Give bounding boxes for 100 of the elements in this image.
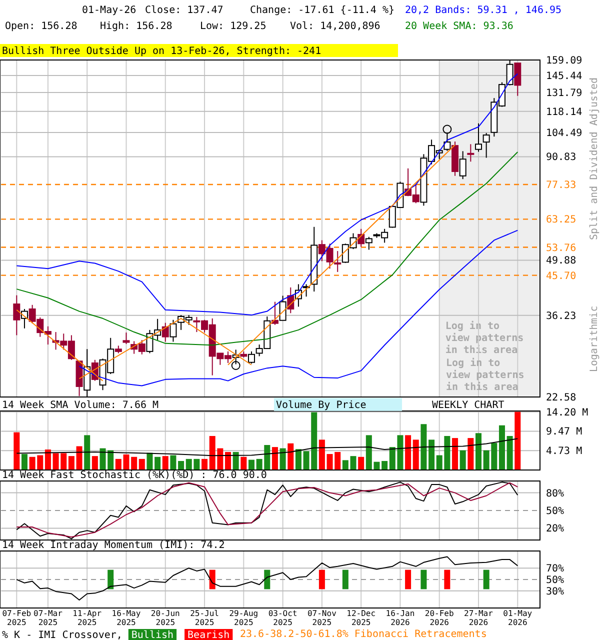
- bar: [68, 456, 74, 470]
- bar: [420, 424, 427, 470]
- y-tick-label: 131.79: [546, 88, 582, 99]
- y-tick-label: 50%: [546, 506, 564, 517]
- text: WEEKLY CHART: [432, 400, 504, 411]
- bar: [232, 452, 239, 470]
- text: Close: 137.47: [145, 5, 224, 16]
- text: Volume By Price: [276, 400, 366, 411]
- candlestick: [13, 294, 20, 336]
- bar: [44, 450, 51, 470]
- y-tick-label: 30%: [546, 586, 564, 598]
- bar: [382, 460, 388, 470]
- text: High: 156.28: [100, 21, 172, 32]
- bar: [240, 456, 247, 470]
- bar: [350, 456, 356, 470]
- x-tick-label: 16-May 2025: [112, 609, 141, 627]
- bar: [76, 446, 82, 470]
- candlestick: [459, 150, 466, 180]
- bar: [358, 456, 364, 470]
- text: 14 Week SMA Volume: 7.66 M: [2, 400, 159, 411]
- x-tick-label: 01-May 2026: [503, 609, 532, 627]
- x-tick-label: 07-Nov 2025: [307, 609, 337, 627]
- y-tick-label: 22.58: [546, 392, 576, 404]
- bar: [146, 452, 153, 470]
- line-series: [16, 438, 518, 456]
- bar: [225, 452, 232, 470]
- bar: [318, 440, 325, 470]
- y-tick-label: 20%: [546, 524, 564, 535]
- y-tick-label: 4.73 M: [546, 446, 582, 458]
- text: 01-May-26: [82, 5, 136, 16]
- y-tick-label: 145.44: [546, 70, 582, 82]
- bar: [138, 458, 145, 470]
- bar: [170, 455, 176, 470]
- bar: [405, 435, 412, 470]
- text: Bullish Three Outside Up on 13-Feb-26, Strength: -241: [2, 46, 322, 57]
- y-tick-label: 70%: [546, 564, 564, 575]
- bar: [154, 456, 161, 470]
- bar: [288, 443, 294, 470]
- x-tick-label: 03-Oct 2025: [268, 609, 298, 627]
- ref-line-label: 63.25: [546, 214, 576, 226]
- annotation: Log in to view patterns in this area: [446, 357, 524, 393]
- bar: [21, 454, 28, 470]
- bar: [202, 458, 208, 470]
- candlestick: [365, 236, 372, 250]
- bar: [498, 425, 505, 470]
- bar: [178, 460, 184, 470]
- text: Vol: 14,200,896: [290, 21, 380, 32]
- candlestick: [334, 250, 342, 272]
- candlestick: [122, 332, 130, 344]
- candlestick: [467, 144, 474, 162]
- bar: [248, 460, 254, 470]
- y-tick-label: 9.47 M: [546, 426, 582, 438]
- x-tick-label: 29-Aug 2025: [229, 609, 258, 627]
- bar: [342, 460, 348, 470]
- bar: [506, 436, 513, 470]
- y-tick-label: 90.83: [546, 152, 576, 164]
- bar: [295, 449, 302, 470]
- text: Low: 129.25: [200, 21, 266, 32]
- candlestick: [248, 350, 255, 364]
- bar: [460, 450, 466, 470]
- ref-line-label: 77.33: [546, 180, 576, 192]
- bar: [412, 440, 419, 470]
- text: Bullish: [131, 630, 174, 640]
- y-tick-label: 36.23: [546, 310, 576, 322]
- candlestick: [482, 132, 490, 158]
- text: 20 Week SMA: 93.36: [405, 21, 514, 32]
- y-tick-label: 104.49: [546, 128, 582, 140]
- bar: [468, 438, 474, 470]
- bar: [514, 412, 521, 470]
- bar: [162, 456, 168, 470]
- y-tick-label: 80%: [546, 488, 564, 500]
- chart-title: 14 Week Fast Stochastic (%K)(%D) : 76.0 90.0: [2, 470, 267, 481]
- x-tick-label: 12-Dec 2025: [346, 609, 376, 627]
- chart-title: 14 Week Intraday Momentum (IMI): 74.2: [2, 540, 225, 551]
- y-tick-label: 50%: [546, 575, 564, 586]
- bar: [14, 432, 20, 470]
- bar: [272, 447, 278, 470]
- text: Open: 156.28: [5, 21, 78, 32]
- x-tick-label: 20-Jun 2025: [150, 609, 180, 627]
- y-tick-label: 49.88: [546, 256, 576, 267]
- candlestick: [271, 301, 278, 326]
- text: Bearish: [188, 630, 230, 640]
- bar: [92, 456, 98, 470]
- x-tick-label: 07-Mar 2025: [34, 609, 63, 627]
- x-tick-label: 27-Mar 2026: [464, 609, 494, 627]
- candlestick: [162, 322, 169, 342]
- text: Logarithmic: [589, 306, 600, 372]
- text: 23.6-38.2-50-61.8% Fibonacci Retracements: [240, 629, 487, 640]
- y-tick-label: 118.14: [546, 106, 582, 118]
- bar: [475, 433, 482, 470]
- text: Change: -17.61 {-11.4 %}: [250, 5, 394, 16]
- x-tick-label: 11-Apr 2025: [72, 609, 102, 627]
- candlestick: [474, 122, 482, 152]
- line-series: [16, 556, 518, 601]
- ref-line-label: 53.76: [546, 242, 576, 254]
- text: 20,2 Bands: 59.31 , 146.95: [405, 5, 562, 16]
- x-tick-label: 16-Jan 2026: [386, 609, 415, 627]
- candlestick: [279, 295, 286, 321]
- y-axis-title: Split and Dividend Adjusted: [589, 77, 600, 240]
- bar: [280, 448, 286, 470]
